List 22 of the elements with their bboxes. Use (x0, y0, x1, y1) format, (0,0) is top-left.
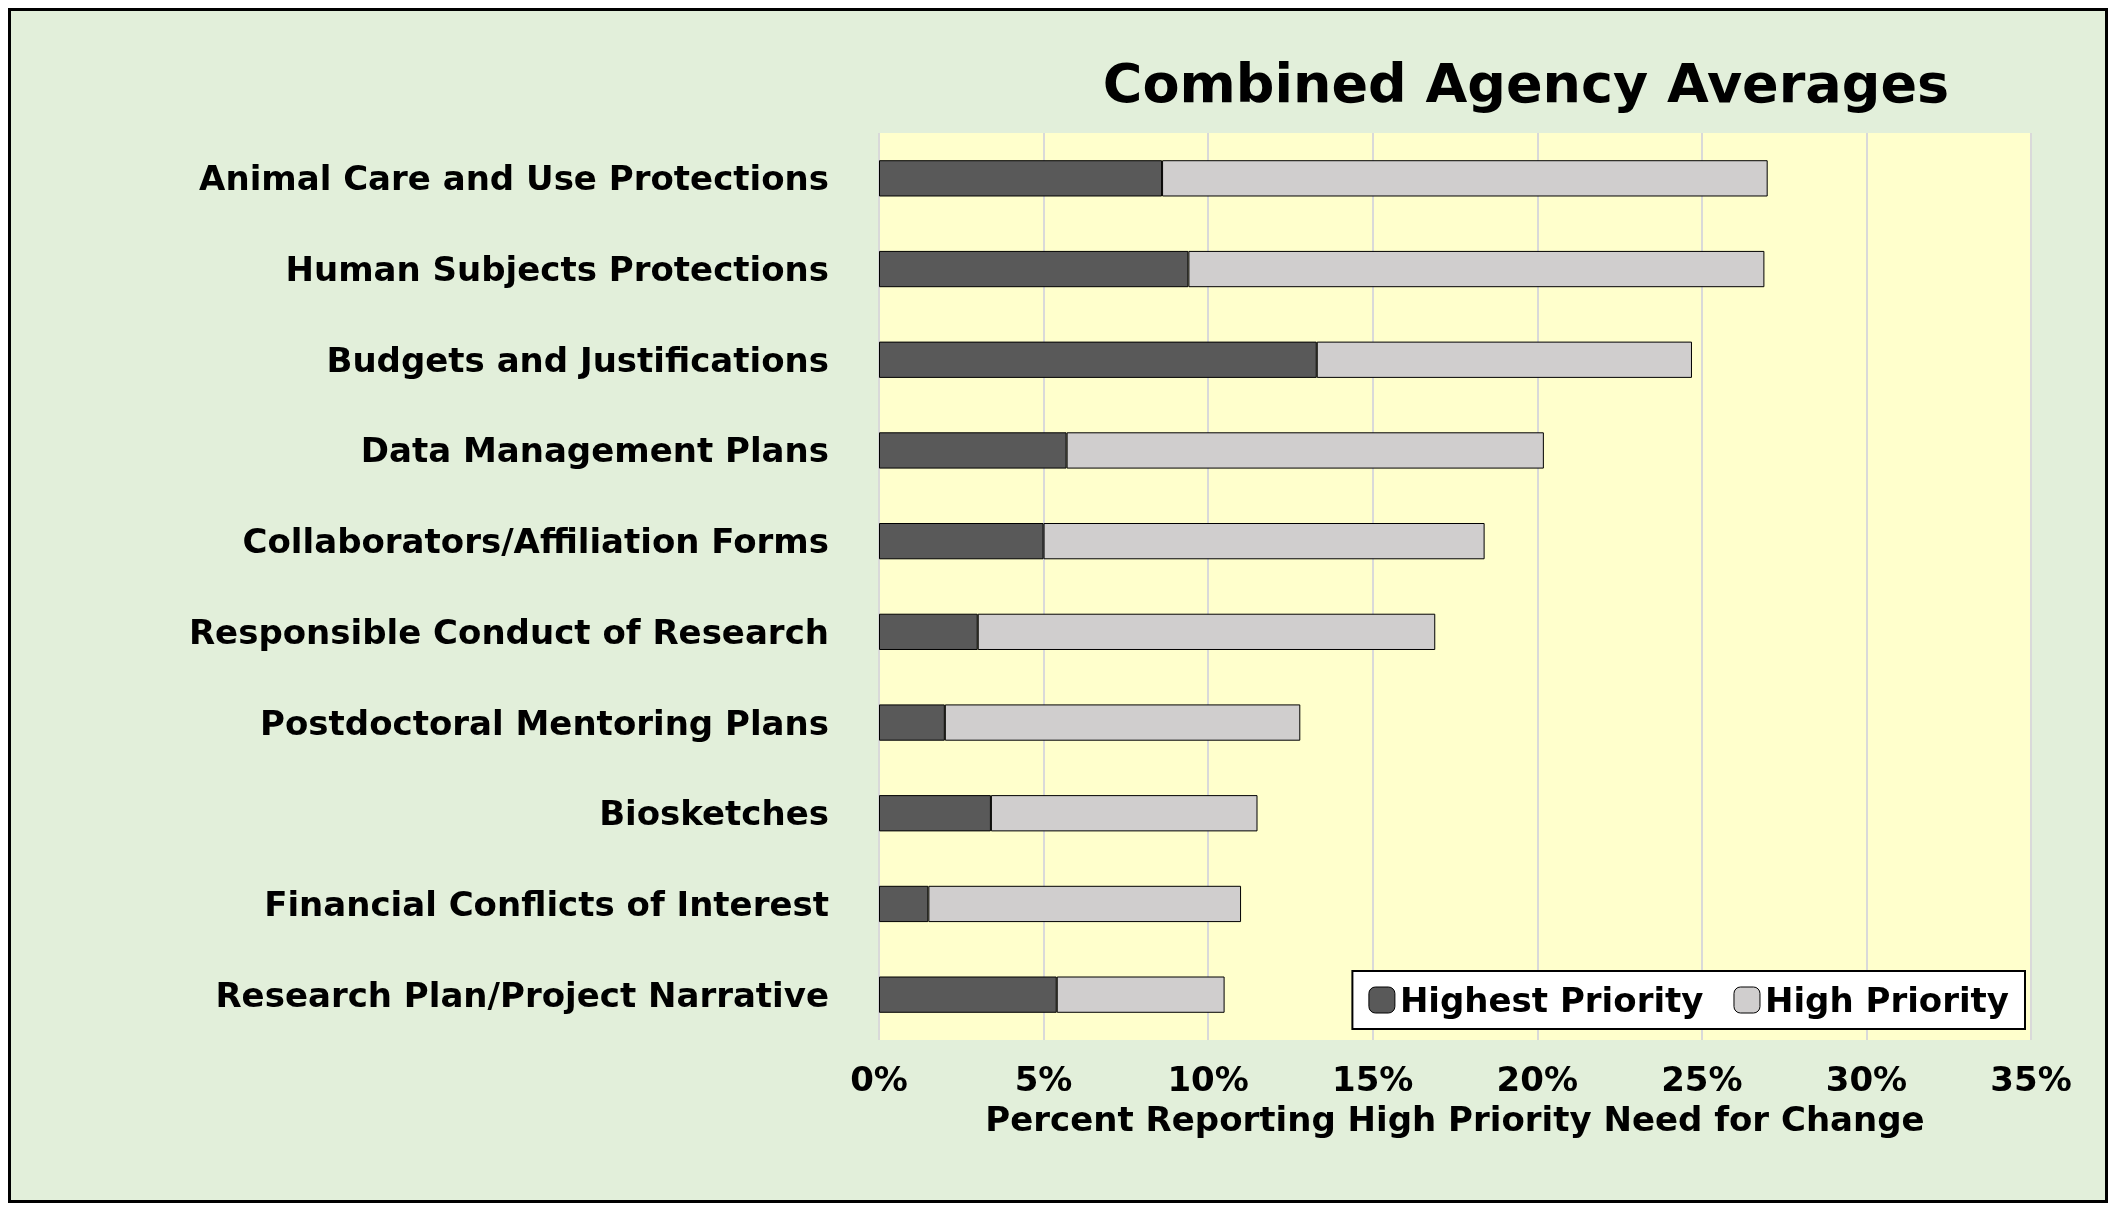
x-axis-title: Percent Reporting High Priority Need for Change (985, 1099, 1925, 1139)
x-tick-label: 25% (1661, 1059, 1743, 1099)
y-tick-label: Biosketches (599, 793, 829, 834)
y-tick-label: Postdoctoral Mentoring Plans (260, 702, 829, 743)
x-tick-label: 35% (1990, 1059, 2072, 1099)
y-tick-label: Collaborators/Affiliation Forms (242, 521, 829, 562)
x-tick-label: 5% (1014, 1059, 1073, 1099)
x-tick-label: 0% (850, 1059, 908, 1099)
x-tick-label: 15% (1332, 1059, 1414, 1099)
y-tick-label: Data Management Plans (360, 430, 829, 471)
y-tick-label: Animal Care and Use Protections (199, 158, 829, 199)
y-tick-label: Human Subjects Protections (285, 249, 829, 290)
x-tick-label: 10% (1167, 1059, 1249, 1099)
x-tick-label: 20% (1496, 1059, 1578, 1099)
x-tick-label: 30% (1825, 1059, 1908, 1099)
y-tick-label: Financial Conflicts of Interest (264, 883, 829, 924)
legend-label: High Priority (1764, 980, 2009, 1020)
y-tick-label: Budgets and Justifications (326, 339, 829, 380)
y-tick-label: Responsible Conduct of Research (188, 611, 829, 652)
legend-label: Highest Priority (1399, 980, 1704, 1020)
y-tick-label: Research Plan/Project Narrative (215, 974, 829, 1015)
chart-title: Combined Agency Averages (1102, 51, 1950, 115)
